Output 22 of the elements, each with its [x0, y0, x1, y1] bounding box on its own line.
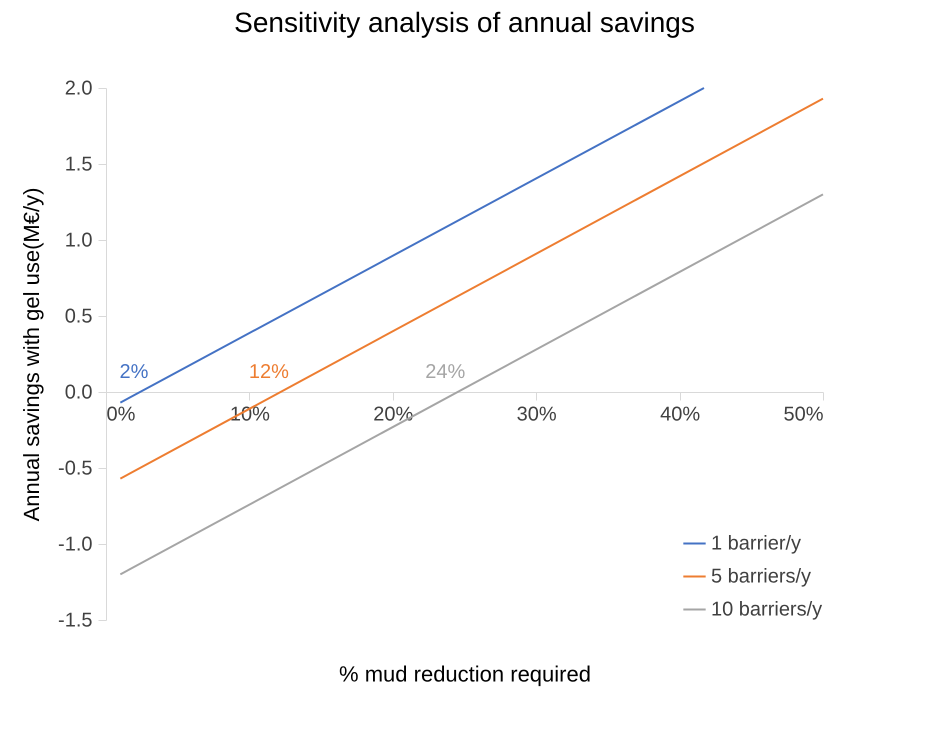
x-tick-label: 30% — [516, 404, 557, 426]
y-tick-label: -1.5 — [58, 610, 92, 632]
y-tick-label: 1.5 — [64, 154, 92, 176]
y-tick-label: 0.5 — [64, 306, 92, 328]
y-axis-title: Annual savings with gel use(M€/y) — [19, 188, 44, 522]
y-tick-label: 1.0 — [64, 230, 92, 252]
y-tick-label: -0.5 — [58, 458, 92, 480]
y-tick-label: 0.0 — [64, 382, 92, 404]
y-tick-label: 2.0 — [64, 78, 92, 100]
x-tick-label: 50% — [783, 404, 824, 426]
x-tick-label: 0% — [106, 404, 136, 426]
x-tick-label: 20% — [373, 404, 414, 426]
chart-title: Sensitivity analysis of annual savings — [234, 7, 695, 38]
x-tick-label: 40% — [660, 404, 700, 426]
legend-label: 5 barriers/y — [711, 566, 812, 588]
legend-label: 10 barriers/y — [711, 598, 822, 620]
annotation: 24% — [425, 361, 466, 383]
x-axis-title: % mud reduction required — [339, 662, 591, 686]
legend-label: 1 barrier/y — [711, 532, 802, 554]
annotation: 2% — [120, 361, 149, 383]
y-tick-label: -1.0 — [58, 534, 92, 556]
annotation: 12% — [248, 361, 290, 383]
